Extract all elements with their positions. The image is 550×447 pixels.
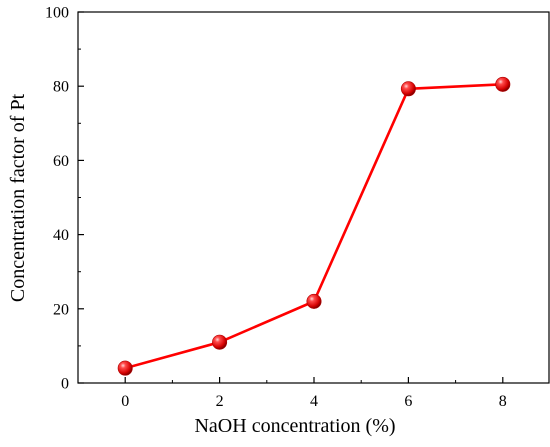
plot-frame — [77, 11, 550, 384]
x-tick-label: 6 — [404, 393, 412, 410]
y-tick-label: 40 — [53, 227, 69, 244]
y-tick-label: 100 — [45, 5, 69, 22]
y-tick-label: 0 — [61, 376, 69, 393]
x-tick-label: 2 — [216, 393, 224, 410]
series-layer — [117, 76, 511, 376]
data-point-marker — [495, 76, 511, 92]
data-point-marker — [212, 334, 228, 350]
data-point-marker — [306, 293, 322, 309]
y-tick-label: 20 — [53, 301, 69, 318]
y-axis-label: Concentration factor of Pt — [7, 93, 29, 302]
y-tick-label: 80 — [53, 79, 69, 96]
x-tick-label: 0 — [121, 393, 129, 410]
x-tick-label: 4 — [310, 393, 318, 410]
y-axis: 0 20 40 60 80 100 — [45, 5, 84, 393]
plot-border — [77, 11, 550, 384]
x-axis-label: NaOH concentration (%) — [194, 415, 395, 437]
x-tick-label: 8 — [499, 393, 507, 410]
data-point-marker — [400, 81, 416, 97]
data-point-marker — [117, 360, 133, 376]
x-axis: 0 2 4 6 8 — [121, 377, 507, 410]
y-tick-label: 60 — [53, 153, 69, 170]
series-line — [124, 83, 503, 370]
